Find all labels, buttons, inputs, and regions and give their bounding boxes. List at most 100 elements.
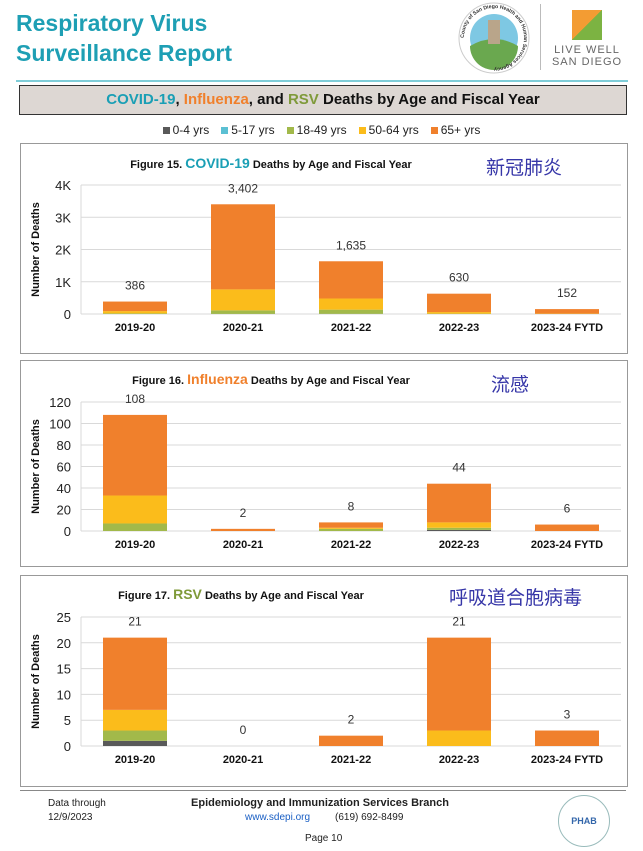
data-label: 0: [240, 723, 247, 737]
y-tick-label: 120: [49, 395, 71, 410]
legend-swatch: [286, 127, 294, 134]
chart-title: Figure 17. RSV Deaths by Age and Fiscal …: [118, 586, 365, 602]
bar-segment-18-49-yrs: [103, 313, 167, 314]
legend-label: 18-49 yrs: [296, 123, 347, 137]
banner-rest: Deaths by Age and Fiscal Year: [318, 91, 540, 108]
bar-segment-0-4-yrs: [103, 740, 167, 746]
y-tick-label: 2K: [55, 243, 71, 258]
y-tick-label: 0: [64, 739, 71, 754]
chart-title-part: RSV: [173, 586, 202, 602]
section-banner: COVID-19, Influenza, and RSV Deaths by A…: [19, 85, 627, 115]
data-through-date: 12/9/2023: [48, 812, 93, 823]
bar-segment-65-yrs: [103, 637, 167, 710]
data-label: 2: [240, 506, 247, 520]
bar-segment-50-64-yrs: [427, 730, 491, 746]
bar-segment-65-yrs: [319, 522, 383, 528]
legend-item: 5-17 yrs: [221, 123, 275, 137]
legend-label: 0-4 yrs: [172, 123, 210, 137]
chart-title-part: Figure 17.: [118, 590, 173, 602]
chart-title-part: COVID-19: [185, 155, 250, 171]
bar-segment-65-yrs: [103, 414, 167, 496]
legend-swatch: [358, 127, 366, 134]
x-tick-label: 2020-21: [223, 322, 263, 334]
bar-segment-50-64-yrs: [103, 311, 167, 314]
legend-label: 50-64 yrs: [368, 123, 419, 137]
chart-title-part: Figure 16.: [132, 375, 187, 387]
data-label: 3: [564, 708, 571, 722]
bar-segment-50-64-yrs: [427, 312, 491, 314]
divider: [540, 4, 541, 70]
x-tick-label: 2023-24 FYTD: [531, 754, 603, 766]
y-tick-label: 15: [57, 662, 71, 677]
y-axis-label: Number of Deaths: [30, 634, 42, 729]
bar-segment-18-49-yrs: [319, 309, 383, 314]
page-number: Page 10: [305, 833, 343, 844]
x-tick-label: 2021-22: [331, 322, 371, 334]
x-tick-label: 2019-20: [115, 539, 155, 551]
x-tick-label: 2020-21: [223, 754, 263, 766]
logo-line1: LIVE WELL: [554, 44, 620, 56]
bar-segment-0-4-yrs: [427, 529, 491, 531]
live-well-logo-text: LIVE WELL SAN DIEGO: [545, 44, 629, 68]
logo-line2: SAN DIEGO: [551, 56, 623, 68]
chart-title: Figure 15. COVID-19 Deaths by Age and Fi…: [130, 155, 412, 171]
y-tick-label: 20: [57, 503, 71, 518]
y-tick-label: 1K: [55, 275, 71, 290]
chart-title-part: Deaths by Age and Fiscal Year: [202, 590, 365, 602]
x-tick-label: 2021-22: [331, 539, 371, 551]
bar-segment-65-yrs: [211, 528, 275, 531]
x-tick-label: 2023-24 FYTD: [531, 322, 603, 334]
y-tick-label: 100: [49, 417, 71, 432]
bar-segment-50-64-yrs: [103, 709, 167, 731]
bar-segment-65-yrs: [319, 261, 383, 299]
x-tick-label: 2023-24 FYTD: [531, 539, 603, 551]
legend-swatch: [162, 127, 170, 134]
footer-rule: [20, 790, 626, 791]
data-label: 8: [348, 499, 355, 513]
phab-seal: PHAB: [558, 795, 610, 847]
data-label: 1,635: [336, 238, 366, 252]
legend-item: 65+ yrs: [430, 123, 480, 137]
data-label: 386: [125, 279, 145, 293]
bar-segment-65-yrs: [427, 293, 491, 313]
bar-segment-18-49-yrs: [103, 730, 167, 741]
website-link[interactable]: www.sdepi.org: [245, 812, 311, 823]
y-tick-label: 0: [64, 524, 71, 539]
branch-name: Epidemiology and Immunization Services B…: [191, 797, 449, 809]
chart-rsv: Figure 17. RSV Deaths by Age and Fiscal …: [20, 575, 628, 787]
data-label: 3,402: [228, 181, 258, 195]
legend-swatch: [430, 127, 438, 134]
x-tick-label: 2019-20: [115, 754, 155, 766]
seal-hills: [470, 39, 518, 70]
y-tick-label: 25: [57, 610, 71, 625]
banner-sep: ,: [175, 91, 184, 108]
live-well-logo-icon: [572, 10, 602, 40]
y-tick-label: 20: [57, 636, 71, 651]
y-tick-label: 4K: [55, 178, 71, 193]
chinese-annotation: 呼吸道合胞病毒: [449, 587, 582, 609]
chart-title: Figure 16. Influenza Deaths by Age and F…: [132, 371, 410, 387]
bar-segment-65-yrs: [535, 730, 599, 746]
bar-segment-65-yrs: [535, 309, 599, 314]
legend-label: 5-17 yrs: [231, 123, 275, 137]
report-title: Respiratory Virus Surveillance Report: [16, 8, 232, 68]
y-tick-label: 3K: [55, 210, 71, 225]
seal-building: [488, 20, 500, 44]
banner-flu: Influenza: [183, 91, 249, 108]
chart-title-part: Deaths by Age and Fiscal Year: [248, 375, 411, 387]
bar-segment-18-49-yrs: [211, 310, 275, 314]
legend-item: 18-49 yrs: [286, 123, 347, 137]
bar-segment-18-49-yrs: [319, 528, 383, 531]
y-tick-label: 5: [64, 713, 71, 728]
data-label: 44: [452, 461, 466, 475]
banner-covid: COVID-19: [106, 91, 176, 108]
bar-segment-65-yrs: [319, 735, 383, 746]
chart-title-part: Figure 15.: [130, 159, 185, 171]
y-tick-label: 60: [57, 460, 71, 475]
data-label: 2: [348, 713, 355, 727]
bar-segment-65-yrs: [211, 204, 275, 290]
y-tick-label: 80: [57, 438, 71, 453]
data-label: 108: [125, 392, 145, 406]
banner-rsv: RSV: [287, 91, 319, 108]
bar-segment-50-64-yrs: [427, 522, 491, 528]
